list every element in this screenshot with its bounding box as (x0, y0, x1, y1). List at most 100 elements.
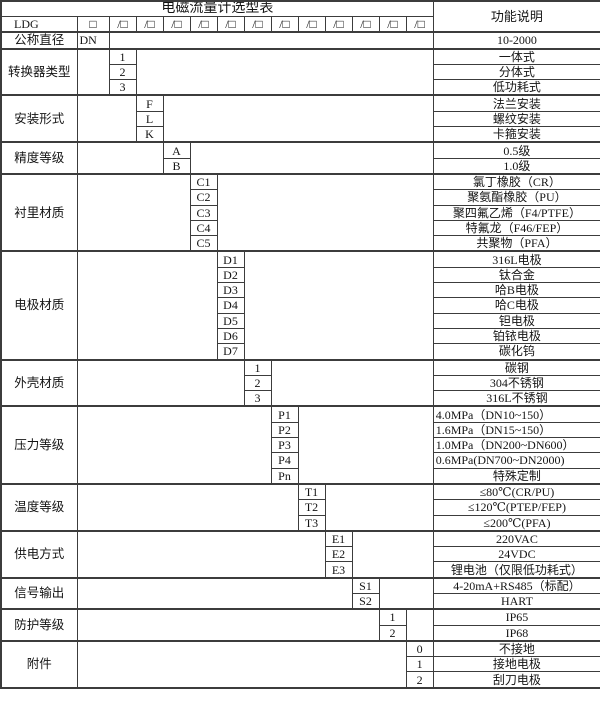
code-cell: 2 (243, 374, 272, 392)
section-name-temperature-rating: 温度等级 (0, 482, 78, 532)
section-name-converter-type: 转换器类型 (0, 47, 78, 96)
desc-cell: ≤200℃(PFA) (432, 514, 600, 532)
model-slot-5: /□ (216, 16, 245, 33)
code-cell: 1 (108, 47, 137, 65)
code-cell: C1 (189, 172, 218, 191)
desc-cell: 1.0MPa（DN200~DN600） (432, 437, 600, 454)
code-cell: P3 (270, 437, 299, 454)
desc-cell: 316L不锈钢 (432, 390, 600, 407)
desc-cell: 1.0级 (432, 157, 600, 175)
gap-cell (76, 94, 137, 143)
model-slot-4: /□ (189, 16, 218, 33)
function-column-header: 功能说明 (432, 0, 600, 33)
gap-cell (76, 405, 272, 485)
code-cell: C4 (189, 219, 218, 237)
code-cell: 1 (243, 358, 272, 376)
gap-cell (76, 576, 353, 610)
desc-cell: 24VDC (432, 546, 600, 563)
desc-cell: 特氟龙（F46/FEP） (432, 219, 600, 237)
code-cell: C2 (189, 189, 218, 206)
desc-cell: IP65 (432, 608, 600, 626)
code-cell: L (135, 110, 164, 128)
gap-cell (351, 529, 434, 579)
model-slot-11: /□ (378, 16, 407, 33)
section-name-installation: 安装形式 (0, 94, 78, 143)
selection-table: 电磁流量计选型表 功能说明 LDG □ /□ /□ /□ /□ /□ /□ /□… (0, 0, 600, 689)
desc-cell: 220VAC (432, 529, 600, 548)
code-cell: C3 (189, 204, 218, 221)
code-cell: E1 (324, 529, 353, 548)
gap-cell (76, 358, 245, 407)
desc-cell: 哈B电极 (432, 282, 600, 299)
model-slot-2: /□ (135, 16, 164, 33)
desc-cell: HART (432, 592, 600, 610)
desc-cell: 10-2000 (432, 31, 600, 50)
model-base-box: □ (76, 16, 110, 33)
code-cell: D6 (216, 327, 245, 345)
desc-cell: 氯丁橡胶（CR） (432, 172, 600, 191)
code-cell: A (162, 141, 191, 159)
gap-cell (162, 94, 434, 143)
section-name-pressure-rating: 压力等级 (0, 405, 78, 485)
desc-cell: 共聚物（PFA） (432, 235, 600, 252)
desc-cell: 1.6MPa（DN15~150） (432, 421, 600, 439)
code-cell: P4 (270, 452, 299, 469)
code-cell: D3 (216, 282, 245, 299)
code-cell: 2 (378, 624, 407, 642)
gap-cell (270, 358, 434, 407)
desc-cell: 碳化钨 (432, 343, 600, 361)
code-cell: 0 (405, 639, 434, 658)
desc-cell: 特殊定制 (432, 467, 600, 485)
desc-cell: 4-20mA+RS485（标配） (432, 576, 600, 594)
selection-sheet: 电磁流量计选型表 功能说明 LDG □ /□ /□ /□ /□ /□ /□ /□… (0, 0, 600, 689)
gap-cell (76, 639, 407, 689)
code-cell: T1 (297, 482, 326, 501)
code-cell: F (135, 94, 164, 112)
gap-cell (216, 172, 434, 252)
desc-cell: 卡箍安装 (432, 126, 600, 143)
desc-cell: 铂铱电极 (432, 327, 600, 345)
code-cell: 1 (378, 608, 407, 626)
model-slot-8: /□ (297, 16, 326, 33)
gap-cell (324, 482, 434, 532)
gap-cell (378, 576, 434, 610)
code-cell: B (162, 157, 191, 175)
code-cell: D5 (216, 312, 245, 329)
desc-cell: 锂电池（仅限低功耗式） (432, 561, 600, 579)
code-cell: T3 (297, 514, 326, 532)
section-name-accessories: 附件 (0, 639, 78, 689)
gap-cell (243, 250, 434, 361)
desc-cell: 聚氨酯橡胶（PU） (432, 189, 600, 206)
gap-cell (76, 141, 164, 175)
gap-cell (76, 482, 299, 532)
model-slot-7: /□ (270, 16, 299, 33)
code-cell: E2 (324, 546, 353, 563)
gap-cell (76, 608, 380, 642)
code-cell: D4 (216, 297, 245, 314)
gap-cell (135, 47, 434, 96)
code-cell: E3 (324, 561, 353, 579)
table-title: 电磁流量计选型表 (0, 0, 434, 17)
section-name-electrode-material: 电极材质 (0, 250, 78, 361)
code-cell: S2 (351, 592, 380, 610)
code-cell: D1 (216, 250, 245, 268)
code-cell: T2 (297, 499, 326, 516)
desc-cell: 碳钢 (432, 358, 600, 376)
code-cell: 1 (405, 656, 434, 673)
code-cell: DN (76, 31, 110, 50)
code-cell: C5 (189, 235, 218, 252)
gap-cell (405, 608, 434, 642)
code-cell: 2 (405, 671, 434, 689)
desc-cell: 螺纹安装 (432, 110, 600, 128)
desc-cell: 4.0MPa（DN10~150） (432, 405, 600, 423)
code-cell: K (135, 126, 164, 143)
code-cell: Pn (270, 467, 299, 485)
section-name-lining-material: 衬里材质 (0, 172, 78, 252)
code-cell: P2 (270, 421, 299, 439)
desc-cell: 钛合金 (432, 266, 600, 284)
desc-cell: IP68 (432, 624, 600, 642)
desc-cell: 法兰安装 (432, 94, 600, 112)
code-cell: 3 (243, 390, 272, 407)
code-cell: 2 (108, 63, 137, 81)
desc-cell: 0.5级 (432, 141, 600, 159)
